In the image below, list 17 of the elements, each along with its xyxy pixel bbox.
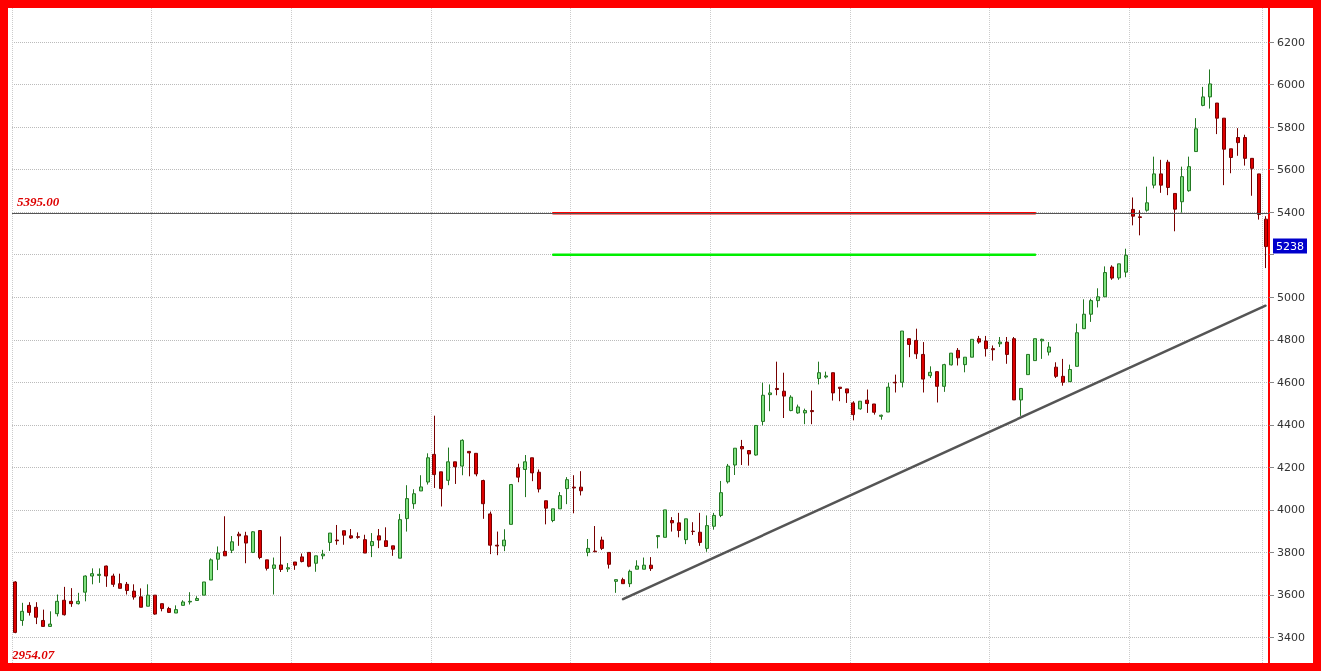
y-tick-label: 3400 — [1277, 630, 1305, 644]
y-tick-label: 4800 — [1277, 333, 1305, 347]
text: 5238 — [1276, 239, 1305, 253]
y-tick-label: 4400 — [1277, 418, 1305, 432]
ref-line-label: 5395.00 — [17, 194, 60, 210]
y-tick-label: 5400 — [1277, 205, 1305, 219]
y-tick-label: 4200 — [1277, 460, 1305, 474]
y-tick-label: 3600 — [1277, 588, 1305, 602]
y-tick-label: 3800 — [1277, 545, 1305, 559]
y-tick-label: 6200 — [1277, 35, 1305, 49]
y-tick-label: 5600 — [1277, 163, 1305, 177]
y-tick-label: 4600 — [1277, 375, 1305, 389]
annotation: 2954.07 — [11, 647, 55, 662]
y-tick-label: 6000 — [1277, 78, 1305, 92]
y-tick-label: 5000 — [1277, 290, 1305, 304]
y-tick-label: 4000 — [1277, 503, 1305, 517]
y-tick-label: 5800 — [1277, 120, 1305, 134]
